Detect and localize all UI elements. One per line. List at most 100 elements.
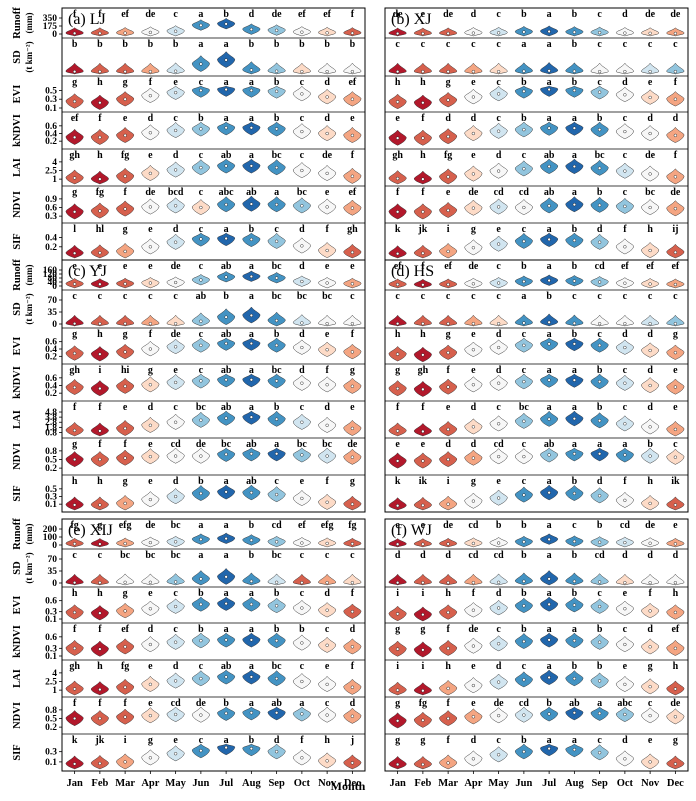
median-point	[623, 381, 627, 385]
median-point	[421, 322, 425, 326]
significance-letter: gh	[69, 150, 80, 161]
row-runoff: e e de cd b b a c b cd de e	[388, 520, 685, 548]
significance-letter: c	[597, 39, 602, 50]
median-point	[73, 457, 77, 462]
significance-letter: k	[72, 735, 78, 746]
panel-label: (d) HS	[391, 263, 434, 280]
significance-letter: a	[198, 520, 203, 531]
significance-letter: a	[547, 113, 552, 124]
median-point	[73, 385, 77, 390]
significance-letter: a	[572, 365, 577, 376]
median-point	[249, 538, 253, 542]
row-ndvi: NDVI 0.80.50.2f f f e cd de b a ab a c d	[12, 696, 365, 733]
significance-letter: f	[421, 402, 425, 413]
median-point	[199, 713, 203, 717]
significance-letter: i	[98, 365, 101, 376]
violin	[141, 314, 160, 327]
median-point	[547, 87, 551, 92]
significance-letter: ik	[671, 476, 680, 487]
median-point	[572, 69, 576, 73]
significance-letter: b	[521, 9, 527, 20]
violin	[489, 62, 508, 75]
significance-letter: gh	[69, 661, 80, 672]
significance-letter: c	[148, 291, 153, 302]
median-point	[199, 62, 203, 66]
violin	[90, 62, 109, 75]
median-point	[598, 751, 602, 755]
significance-letter: ef	[121, 624, 129, 635]
significance-letter: g	[648, 661, 653, 672]
median-point	[673, 762, 677, 766]
significance-letter: d	[622, 735, 628, 746]
axis-label-sif: SIF	[12, 233, 23, 249]
significance-letter: de	[196, 698, 207, 709]
median-point	[224, 601, 228, 606]
median-point	[648, 69, 652, 74]
median-point	[648, 541, 652, 545]
median-point	[249, 126, 253, 130]
violin	[540, 313, 559, 327]
significance-letter: b	[572, 261, 578, 272]
median-point	[446, 282, 450, 287]
significance-letter: c	[199, 224, 204, 235]
median-point	[325, 541, 329, 545]
significance-letter: ij	[672, 224, 678, 235]
median-point	[572, 378, 576, 382]
significance-letter: c	[350, 291, 355, 302]
median-point	[648, 282, 652, 286]
violin	[388, 62, 407, 75]
median-point	[497, 580, 501, 584]
significance-letter: ef	[671, 624, 679, 635]
violin	[565, 314, 584, 327]
row-evi: EVI 0.50.30.1 g h g f e c a a b c d ef	[12, 75, 365, 114]
median-point	[497, 281, 501, 285]
significance-letter: ab	[271, 698, 282, 709]
y-tick-label: 0.3	[45, 212, 57, 222]
y-tick-label: 0.1	[45, 500, 57, 510]
median-point	[648, 501, 652, 505]
median-point	[623, 204, 627, 208]
significance-letter: c	[300, 150, 305, 161]
median-point	[421, 69, 425, 74]
significance-letter: a	[224, 588, 229, 599]
significance-letter: i	[447, 476, 450, 487]
significance-letter: g	[395, 698, 400, 709]
median-point	[522, 380, 526, 384]
significance-letter: ab	[246, 476, 257, 487]
median-point	[421, 387, 425, 391]
y-tick-label: 3.8	[45, 413, 57, 423]
median-point	[275, 711, 279, 715]
y-tick-label: 70	[48, 296, 58, 306]
violin	[489, 573, 508, 586]
significance-letter: c	[325, 698, 330, 709]
median-point	[350, 350, 354, 354]
significance-letter: d	[148, 402, 154, 413]
significance-letter: bc	[519, 402, 530, 413]
significance-letter: de	[645, 150, 656, 161]
median-point	[598, 343, 602, 347]
median-point	[275, 89, 279, 93]
median-point	[224, 315, 228, 319]
row-runoff: de e de d c b a b c d de de	[388, 9, 685, 37]
significance-letter: f	[674, 77, 678, 88]
x-tick-label: Jun	[192, 778, 209, 789]
violin	[116, 62, 135, 75]
violin	[318, 573, 337, 586]
median-point	[598, 69, 602, 74]
significance-letter: e	[471, 365, 476, 376]
median-point	[275, 239, 279, 243]
significance-letter: e	[446, 402, 451, 413]
significance-letter: c	[496, 291, 501, 302]
significance-letter: c	[395, 39, 400, 50]
median-point	[350, 685, 354, 689]
median-point	[471, 683, 475, 688]
median-point	[224, 275, 228, 279]
significance-letter: d	[471, 113, 477, 124]
median-point	[224, 126, 228, 130]
significance-letter: de	[393, 9, 404, 20]
median-point	[446, 457, 450, 462]
significance-letter: c	[597, 77, 602, 88]
significance-letter: f	[73, 402, 77, 413]
violin	[267, 573, 286, 586]
